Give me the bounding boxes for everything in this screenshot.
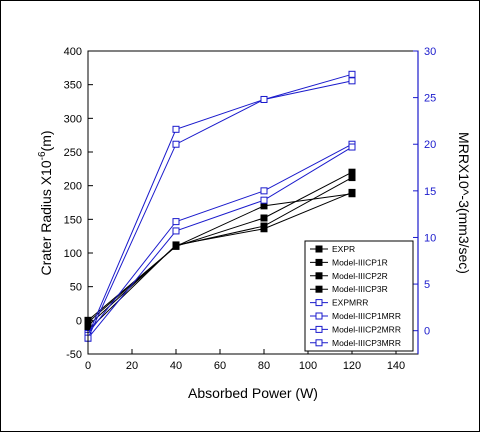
- left-y-tick-label: 400: [64, 46, 82, 58]
- right-y-tick-label: 20: [424, 139, 436, 151]
- data-point-model-iiicp3r: [348, 188, 356, 196]
- right-y-tick-label: 15: [424, 186, 436, 198]
- right-y-tick-label: 10: [424, 232, 436, 244]
- legend-marker-expr: [315, 245, 323, 253]
- legend-label-expr: EXPR: [332, 244, 355, 254]
- data-point-model-iiicp1r: [260, 214, 268, 222]
- legend-marker-model-iiicp3mrr: [315, 339, 323, 347]
- x-tick-label: 40: [170, 360, 182, 372]
- data-point-model-iiicp3mrr: [348, 77, 356, 85]
- right-y-tick-label: 5: [424, 279, 430, 291]
- legend-marker-model-iiicp1r: [315, 258, 323, 266]
- legend-label-model-iiicp3mrr: Model-IIICP3MRR: [332, 338, 401, 348]
- data-point-model-iiicp2mrr: [348, 70, 356, 78]
- data-point-expr: [260, 202, 268, 210]
- x-tick-label: 20: [126, 360, 138, 372]
- right-y-tick-label: 30: [424, 46, 436, 58]
- left-y-tick-label: 0: [76, 315, 82, 327]
- legend-marker-model-iiicp3r: [315, 285, 323, 293]
- data-point-model-iiicp2r: [348, 174, 356, 182]
- series-line-model-iiicp1mrr: [87, 146, 353, 339]
- legend: EXPR Model-IIICP1R Model-IIICP2R Model-IIIC…: [304, 240, 414, 352]
- right-y-axis: 0 5 10 15 20 25 30: [413, 46, 436, 338]
- left-y-axis-title: Crater Radius X10-6(m): [37, 130, 54, 275]
- data-point-model-iiicp1mrr: [260, 196, 268, 204]
- left-y-axis: -50 0 50 100 150 200 250 300 350 400: [64, 46, 93, 361]
- plot-lines: [84, 70, 356, 342]
- left-y-tick-label: 50: [70, 282, 82, 294]
- left-y-tick-label: 350: [64, 80, 82, 92]
- legend-label-model-iiicp2mrr: Model-IIICP2MRR: [332, 324, 401, 334]
- series-line-model-iiicp3mrr: [87, 80, 353, 339]
- right-y-tick-label: 0: [424, 326, 430, 338]
- series-line-model-iiicp2r: [87, 177, 353, 327]
- left-y-tick-label: 200: [64, 181, 82, 193]
- left-y-tick-label: 100: [64, 248, 82, 260]
- data-point-model-iiicp1mrr: [348, 143, 356, 151]
- legend-box: [304, 240, 414, 352]
- x-tick-label: 120: [343, 360, 361, 372]
- series-line-model-iiicp2mrr: [87, 73, 353, 336]
- right-y-axis-title: MRRX10^-3(mm3/sec): [456, 132, 472, 274]
- data-point-model-iiicp3mrr: [260, 95, 268, 103]
- x-tick-label: 60: [214, 360, 226, 372]
- series-line-expr: [87, 193, 353, 321]
- x-tick-label: 0: [85, 360, 91, 372]
- data-point-model-iiicp1mrr: [172, 227, 180, 235]
- x-axis: 0 20 40 60 80 100 120 140: [85, 349, 405, 372]
- data-point-model-iiicp3mrr: [172, 140, 180, 148]
- left-y-tick-label: 300: [64, 113, 82, 125]
- left-y-tick-label: 150: [64, 214, 82, 226]
- data-point-model-iiicp2mrr: [172, 125, 180, 133]
- data-point-model-iiicp3r: [172, 241, 180, 249]
- x-tick-label: 100: [299, 360, 317, 372]
- series-line-expmrr: [87, 143, 353, 334]
- legend-marker-model-iiicp1mrr: [315, 312, 323, 320]
- left-y-tick-label: -50: [66, 349, 82, 361]
- legend-marker-model-iiicp2r: [315, 272, 323, 280]
- data-point-expmrr: [260, 187, 268, 195]
- data-point-expmrr: [172, 218, 180, 226]
- x-axis-title: Absorbed Power (W): [188, 385, 318, 401]
- series-line-model-iiicp3r: [87, 191, 353, 331]
- left-y-tick-label: 250: [64, 147, 82, 159]
- data-point-model-iiicp3r: [260, 225, 268, 233]
- legend-label-model-iiicp1mrr: Model-IIICP1MRR: [332, 311, 401, 321]
- legend-marker-model-iiicp2mrr: [315, 325, 323, 333]
- legend-label-model-iiicp3r: Model-IIICP3R: [332, 284, 388, 294]
- legend-label-model-iiicp1r: Model-IIICP1R: [332, 257, 388, 267]
- right-y-tick-label: 25: [424, 93, 436, 105]
- legend-label-model-iiicp2r: Model-IIICP2R: [332, 271, 388, 281]
- x-tick-label: 80: [258, 360, 270, 372]
- legend-label-expmrr: EXPMRR: [332, 298, 368, 308]
- x-tick-label: 140: [387, 360, 405, 372]
- legend-marker-expmrr: [315, 299, 323, 307]
